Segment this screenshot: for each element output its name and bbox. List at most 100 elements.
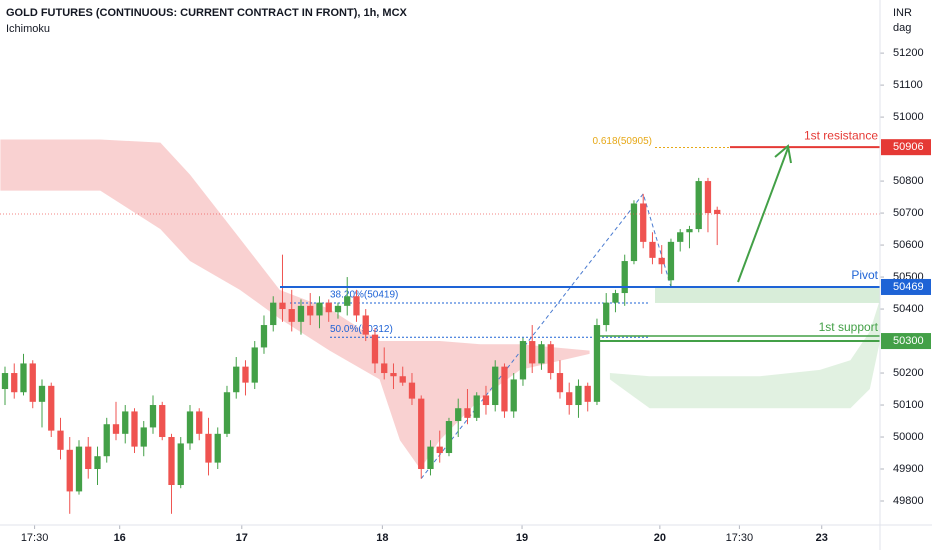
candle-body	[344, 296, 351, 306]
candle-body	[399, 376, 406, 383]
candle-body	[667, 241, 675, 281]
level-label: 1st support	[819, 320, 879, 334]
candle-body	[427, 446, 434, 470]
candle-body	[649, 241, 656, 258]
candle-body	[325, 302, 332, 313]
y-tick-label: 50400	[893, 303, 924, 315]
candle-body	[85, 446, 92, 470]
candle-body	[260, 325, 268, 348]
candle-body	[223, 392, 231, 434]
candle-body	[186, 411, 194, 444]
candle-body	[11, 373, 18, 393]
candle-body	[464, 408, 471, 418]
candle-body	[686, 229, 693, 233]
y-tick-label: 50700	[893, 207, 924, 219]
candle-body	[556, 373, 564, 393]
y-tick-label: 51000	[893, 111, 924, 123]
candle-body	[519, 341, 527, 380]
candle-body	[529, 341, 536, 364]
candle-body	[131, 411, 138, 447]
candle-body	[482, 395, 490, 406]
candle-body	[658, 257, 665, 265]
candle-body	[501, 366, 508, 412]
candle-body	[205, 433, 212, 463]
candle-body	[473, 395, 480, 418]
candle-body	[251, 347, 258, 383]
y-tick-label: 49900	[893, 463, 924, 475]
candle-body	[704, 181, 712, 214]
candle-body	[297, 305, 305, 322]
candle-body	[214, 433, 221, 463]
candle-body	[112, 424, 120, 434]
candle-body	[630, 203, 638, 262]
candle-body	[94, 456, 101, 470]
candle-body	[279, 302, 286, 310]
support-zone	[655, 286, 880, 303]
candle-body	[242, 366, 249, 383]
fib-label: 50.0%(50312)	[330, 324, 393, 335]
main-layer: 5120051100510005080050700506005050050400…	[0, 47, 931, 544]
candle-body	[538, 344, 545, 364]
candle-body	[20, 363, 27, 393]
candle-body	[603, 302, 610, 326]
indicator-label: Ichimoku	[6, 23, 50, 35]
x-tick-label: 20	[654, 532, 666, 544]
candle-body	[1, 373, 9, 390]
chart-title: GOLD FUTURES (CONTINUOUS: CURRENT CONTRA…	[6, 7, 408, 19]
candle-body	[436, 446, 443, 454]
candle-body	[288, 309, 295, 322]
price-tag	[881, 333, 931, 350]
unit-label: dag	[893, 22, 911, 34]
x-tick-label: 17:30	[726, 532, 754, 544]
candle-body	[233, 366, 240, 393]
candle-body	[640, 203, 647, 242]
x-tick-label: 18	[376, 532, 388, 544]
candle-body	[307, 305, 314, 316]
candle-body	[168, 437, 175, 486]
candle-body	[455, 408, 462, 422]
candle-body	[371, 334, 379, 364]
y-tick-label: 50600	[893, 239, 924, 251]
candle-body	[103, 424, 110, 457]
candle-body	[584, 385, 591, 402]
candle-body	[362, 315, 369, 335]
fib-label: 0.618(50905)	[593, 136, 653, 147]
candle-body	[714, 209, 721, 215]
candle-body	[48, 385, 55, 431]
candle-body	[418, 398, 425, 470]
cloud-layer	[0, 139, 880, 470]
candle-body	[196, 411, 203, 434]
currency-label: INR	[893, 7, 912, 19]
candle-body	[566, 392, 573, 406]
candle-body	[390, 373, 397, 377]
price-tag	[881, 278, 931, 295]
candle-body	[29, 363, 36, 402]
candle-body	[122, 411, 129, 434]
projection-arrow	[737, 144, 792, 283]
y-tick-label: 49800	[893, 495, 924, 507]
price-tag-label: 50469	[893, 281, 924, 293]
candle-body	[677, 232, 684, 242]
candle-body	[547, 344, 554, 374]
y-tick-label: 50800	[893, 175, 924, 187]
ichimoku-cloud	[609, 299, 880, 409]
x-tick-label: 19	[516, 532, 528, 544]
candle-body	[316, 302, 323, 316]
level-label: 1st resistance	[804, 128, 878, 142]
candle-body	[177, 443, 184, 486]
candle-body	[621, 261, 628, 294]
y-tick-label: 50000	[893, 431, 924, 443]
x-tick-label: 17:30	[21, 532, 49, 544]
level-label: Pivot	[851, 268, 878, 282]
x-tick-label: 23	[816, 532, 828, 544]
fib-label: 38.20%(50419)	[330, 290, 398, 301]
candle-body	[270, 302, 277, 326]
candle-body	[334, 305, 342, 313]
candle-body	[75, 446, 83, 492]
candle-body	[381, 363, 388, 374]
price-tag	[881, 139, 931, 156]
candle-body	[353, 296, 360, 316]
y-tick-label: 50200	[893, 367, 924, 379]
candle-body	[492, 366, 499, 406]
candle-body	[140, 427, 147, 447]
